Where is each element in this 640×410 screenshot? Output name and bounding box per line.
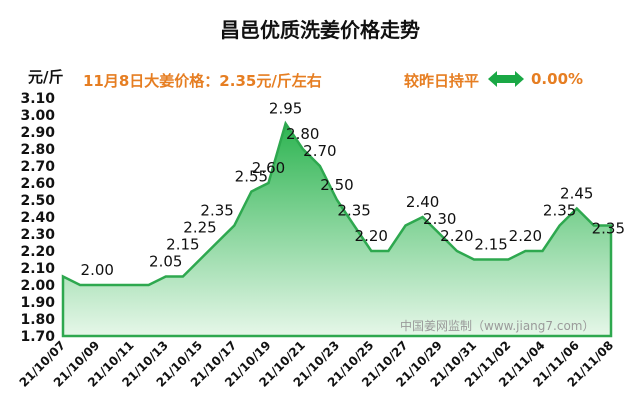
y-axis-unit: 元/斤 <box>28 68 64 86</box>
y-tick-label: 2.20 <box>20 244 55 260</box>
data-label: 2.70 <box>303 142 336 160</box>
data-label: 2.20 <box>355 227 388 245</box>
data-label: 2.35 <box>543 202 576 220</box>
data-label: 2.20 <box>509 227 542 245</box>
y-tick-label: 1.70 <box>20 329 55 345</box>
data-label: 2.20 <box>440 227 473 245</box>
y-tick-label: 2.80 <box>20 142 55 158</box>
data-label: 2.35 <box>200 202 233 220</box>
data-label: 2.55 <box>235 168 268 186</box>
y-tick-label: 3.00 <box>20 108 55 124</box>
chart-title: 昌邑优质洗姜价格走势 <box>220 18 420 42</box>
data-label: 2.05 <box>149 253 182 271</box>
y-tick-label: 1.80 <box>20 312 55 328</box>
data-label: 2.40 <box>406 193 439 211</box>
change-value: 0.00% <box>531 70 584 88</box>
plot-area <box>61 120 613 338</box>
y-tick-label: 2.50 <box>20 193 55 209</box>
y-tick-label: 2.70 <box>20 159 55 175</box>
data-labels: 2.00 2.052.152.252.352.552.602.952.802.70… <box>81 100 625 280</box>
y-tick-label: 2.10 <box>20 261 55 277</box>
y-tick-label: 3.10 <box>20 91 55 107</box>
watermark: 中国姜网监制（www.jiang7.com） <box>400 318 594 333</box>
data-label: 2.15 <box>474 236 507 254</box>
data-label: 2.35 <box>337 202 370 220</box>
y-tick-label: 2.00 <box>20 278 55 294</box>
data-label: 2.60 <box>252 159 285 177</box>
y-tick-label: 2.90 <box>20 125 55 141</box>
data-label: 2.25 <box>183 219 216 237</box>
price-note: 11月8日大姜价格：2.35元/斤左右 <box>83 72 322 90</box>
y-tick-label: 2.30 <box>20 227 55 243</box>
data-label: 2.45 <box>560 185 593 203</box>
data-label: 2.35 <box>592 220 625 238</box>
y-tick-label: 2.40 <box>20 210 55 226</box>
y-tick-label: 2.60 <box>20 176 55 192</box>
price-series-line <box>61 120 613 338</box>
change-label: 较昨日持平 <box>404 72 480 90</box>
data-label: 2.30 <box>423 210 456 228</box>
data-label: 2.80 <box>286 125 319 143</box>
data-label: 2.00 <box>81 261 114 279</box>
y-axis: 1.701.801.902.002.102.202.302.402.502.60… <box>20 91 55 345</box>
y-tick-label: 1.90 <box>20 295 55 311</box>
x-axis: 21/10/0721/10/0921/10/1121/10/1321/10/15… <box>17 338 617 390</box>
data-label: 2.15 <box>166 236 199 254</box>
double-arrow-icon <box>488 71 524 87</box>
data-label: 2.50 <box>320 176 353 194</box>
price-area <box>63 123 611 336</box>
data-label: 2.95 <box>269 100 302 118</box>
